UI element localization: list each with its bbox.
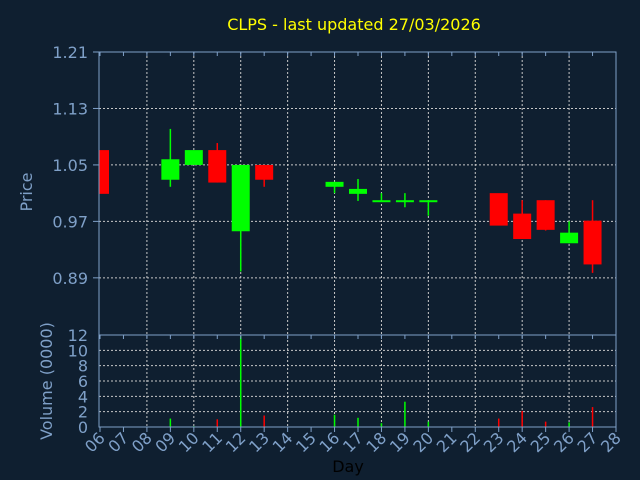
candle-body bbox=[231, 164, 250, 232]
y-tick-label: 0.89 bbox=[52, 269, 88, 288]
candle-26 bbox=[560, 221, 579, 244]
volume-tick-label: 0 bbox=[78, 418, 88, 437]
candle-17 bbox=[349, 179, 367, 201]
candle-10 bbox=[184, 150, 203, 165]
candle-body bbox=[255, 164, 274, 180]
y-axis-label: Price bbox=[17, 172, 36, 211]
candle-06 bbox=[99, 150, 109, 194]
y-tick-label: 0.97 bbox=[52, 212, 88, 231]
candle-18 bbox=[372, 193, 391, 203]
volume-tick-label: 6 bbox=[78, 372, 88, 391]
candle-body bbox=[513, 213, 532, 240]
y-tick-label: 1.05 bbox=[52, 156, 88, 175]
candle-body bbox=[583, 220, 602, 265]
y-tick-label: 1.13 bbox=[52, 99, 88, 118]
candle-25 bbox=[536, 200, 555, 231]
candles bbox=[99, 128, 602, 273]
volume-tick-label: 10 bbox=[68, 341, 88, 360]
volume-bars bbox=[169, 336, 594, 427]
y-tick-label: 1.21 bbox=[52, 43, 88, 62]
volume-tick-label: 2 bbox=[78, 403, 88, 422]
candle-23 bbox=[489, 193, 508, 226]
candle-body bbox=[161, 159, 180, 180]
candle-19 bbox=[395, 193, 414, 208]
candle-09 bbox=[161, 128, 180, 187]
candle-body bbox=[395, 200, 414, 203]
candle-body bbox=[489, 193, 508, 226]
volume-tick-label: 8 bbox=[78, 357, 88, 376]
candle-24 bbox=[513, 200, 532, 240]
candle-body bbox=[184, 150, 203, 165]
candle-body bbox=[372, 200, 391, 203]
candle-body bbox=[560, 232, 579, 244]
candle-27 bbox=[583, 200, 602, 273]
candle-body bbox=[99, 150, 109, 194]
candle-13 bbox=[255, 164, 274, 187]
candle-11 bbox=[208, 143, 227, 183]
candle-16 bbox=[325, 181, 344, 194]
chart-title: CLPS - last updated 27/03/2026 bbox=[227, 15, 481, 34]
candle-body bbox=[536, 200, 555, 230]
volume-axis-label: Volume (0000) bbox=[37, 322, 56, 440]
volume-tick-label: 12 bbox=[68, 326, 88, 345]
candle-20 bbox=[419, 200, 438, 216]
candle-body bbox=[349, 188, 367, 194]
candle-body bbox=[325, 181, 344, 187]
x-axis-label: Day bbox=[332, 457, 364, 476]
candle-12 bbox=[231, 164, 250, 272]
volume-tick-label: 4 bbox=[78, 387, 88, 406]
candle-body bbox=[208, 150, 227, 183]
candle-body bbox=[419, 200, 438, 203]
